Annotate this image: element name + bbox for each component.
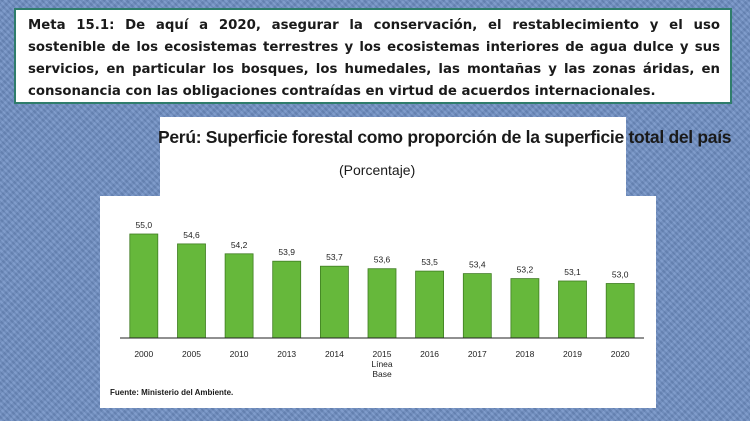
goal-text-box: Meta 15.1: De aquí a 2020, asegurar la c… <box>14 8 732 104</box>
x-tick-label-2005: 2005 <box>182 349 201 359</box>
bar-2020 <box>605 283 635 339</box>
source-note: Fuente: Ministerio del Ambiente. <box>110 388 234 397</box>
value-label-2015: 53,6 <box>374 255 391 265</box>
x-tick-sublabel-2015-0: Línea <box>371 359 393 369</box>
value-label-2005: 54,6 <box>183 230 200 240</box>
value-label-2000: 55,0 <box>136 220 153 230</box>
value-label-2017: 53,4 <box>469 260 486 270</box>
bar-2016 <box>415 270 445 339</box>
x-tick-label-2015: 2015 <box>373 349 392 359</box>
value-label-2019: 53,1 <box>564 267 581 277</box>
x-tick-label-2016: 2016 <box>420 349 439 359</box>
bar-2019 <box>558 280 587 339</box>
goal-text: Meta 15.1: De aquí a 2020, asegurar la c… <box>28 18 720 99</box>
value-label-2016: 53,5 <box>421 257 438 267</box>
bar-chart: 55,0 54,6 54,2 53,9 53,7 53,6 53,5 53,4 53,2 53,1… <box>120 220 644 379</box>
chart-subtitle: (Porcentaje) <box>339 162 416 178</box>
bar-2013 <box>272 260 302 339</box>
chart-title: Perú: Superficie forestal como proporció… <box>158 127 732 147</box>
bar-2005 <box>177 243 206 339</box>
bars-group <box>129 233 635 339</box>
value-label-2020: 53,0 <box>612 270 629 280</box>
value-label-2010: 54,2 <box>231 240 248 250</box>
value-label-2014: 53,7 <box>326 252 343 262</box>
bar-2015 <box>367 268 397 339</box>
x-tick-label-2018: 2018 <box>515 349 534 359</box>
x-tick-label-2013: 2013 <box>277 349 296 359</box>
x-tick-label-2000: 2000 <box>134 349 153 359</box>
chart-title-panel <box>160 117 626 197</box>
x-tick-sublabel-2015-1: Base <box>372 369 392 379</box>
x-tick-label-2014: 2014 <box>325 349 344 359</box>
x-tick-label-2020: 2020 <box>611 349 630 359</box>
x-tick-label-2017: 2017 <box>468 349 487 359</box>
x-tick-label-2010: 2010 <box>230 349 249 359</box>
bar-2000 <box>129 233 159 339</box>
bar-2018 <box>510 278 540 339</box>
x-tick-label-2019: 2019 <box>563 349 582 359</box>
bar-2010 <box>224 253 254 339</box>
bar-2017 <box>462 273 492 339</box>
value-labels-group: 55,0 54,6 54,2 53,9 53,7 53,6 53,5 53,4 53,2 53,1… <box>136 220 629 280</box>
value-label-2018: 53,2 <box>517 265 534 275</box>
value-label-2013: 53,9 <box>278 247 295 257</box>
bar-2014 <box>319 265 349 339</box>
